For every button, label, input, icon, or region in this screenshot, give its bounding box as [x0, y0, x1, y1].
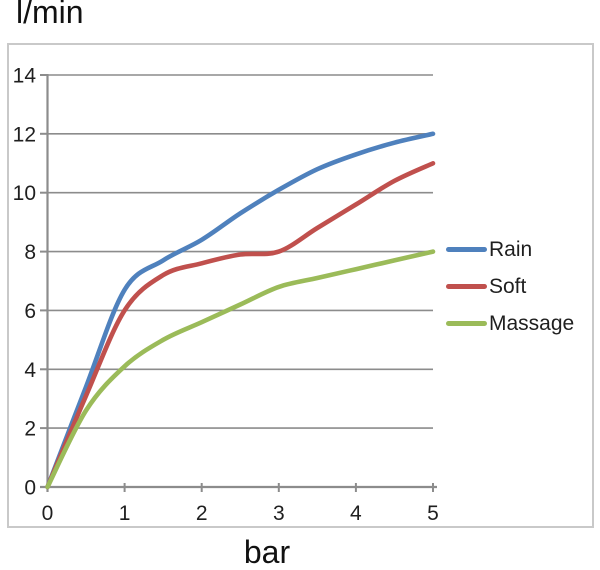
- legend-swatch-rain: [446, 247, 487, 252]
- x-tick-label: 4: [350, 502, 362, 525]
- x-tick-label: 1: [119, 502, 131, 525]
- y-tick-label: 6: [24, 300, 36, 323]
- legend-item-soft: Soft: [446, 275, 574, 298]
- y-tick-label: 10: [13, 182, 36, 205]
- legend-swatch-massage: [446, 321, 487, 326]
- x-tick-label: 2: [196, 502, 208, 525]
- y-tick-label: 8: [24, 241, 36, 264]
- legend-label-soft: Soft: [489, 275, 527, 298]
- legend-item-massage: Massage: [446, 312, 574, 335]
- y-axis-title: l/min: [16, 0, 84, 30]
- legend: Rain Soft Massage: [446, 238, 574, 335]
- chart-frame: [7, 43, 594, 528]
- legend-label-massage: Massage: [489, 312, 575, 335]
- legend-label-rain: Rain: [489, 238, 533, 261]
- x-tick-label: 5: [427, 502, 439, 525]
- soft-line: [45, 161, 436, 490]
- y-tick-label: 0: [24, 477, 36, 500]
- y-tick-label: 2: [24, 418, 36, 441]
- legend-item-rain: Rain: [446, 238, 574, 261]
- rain-line: [45, 131, 436, 490]
- legend-swatch-soft: [446, 284, 487, 289]
- x-axis-title: bar: [243, 534, 291, 570]
- y-tick-label: 14: [13, 64, 37, 87]
- x-tick-label: 3: [273, 502, 285, 525]
- x-tick-label: 0: [42, 502, 54, 525]
- y-tick-label: 4: [24, 359, 36, 382]
- massage-line: [45, 249, 436, 490]
- y-tick-label: 12: [13, 123, 36, 146]
